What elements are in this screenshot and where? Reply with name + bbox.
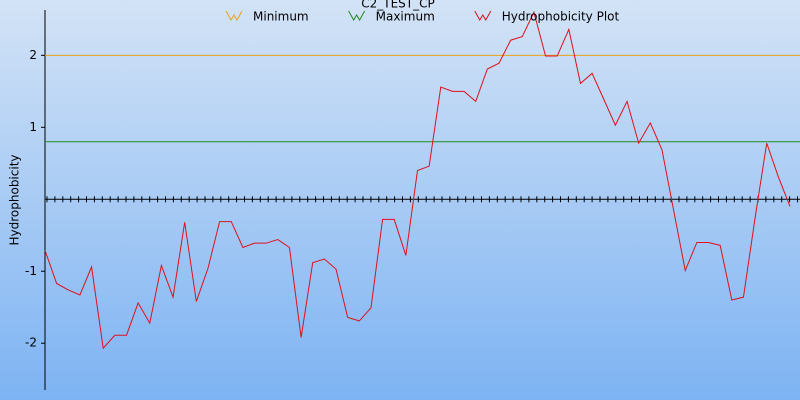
legend-label: Minimum bbox=[253, 10, 309, 24]
y-tick-label: -2 bbox=[25, 336, 37, 350]
y-axis-label: Hydrophobicity bbox=[8, 154, 22, 245]
legend-label: Hydrophobicity Plot bbox=[502, 10, 620, 24]
chart-title: C2_TEST_CP bbox=[361, 0, 435, 11]
y-tick-label: 1 bbox=[29, 120, 37, 134]
legend-label: Maximum bbox=[376, 10, 435, 24]
data-line bbox=[44, 10, 791, 350]
legend-icon bbox=[348, 10, 366, 21]
legend-icon bbox=[474, 10, 492, 21]
legend-icon bbox=[225, 10, 243, 21]
y-tick-label: 2 bbox=[29, 48, 37, 62]
y-tick-label: -1 bbox=[25, 264, 37, 278]
